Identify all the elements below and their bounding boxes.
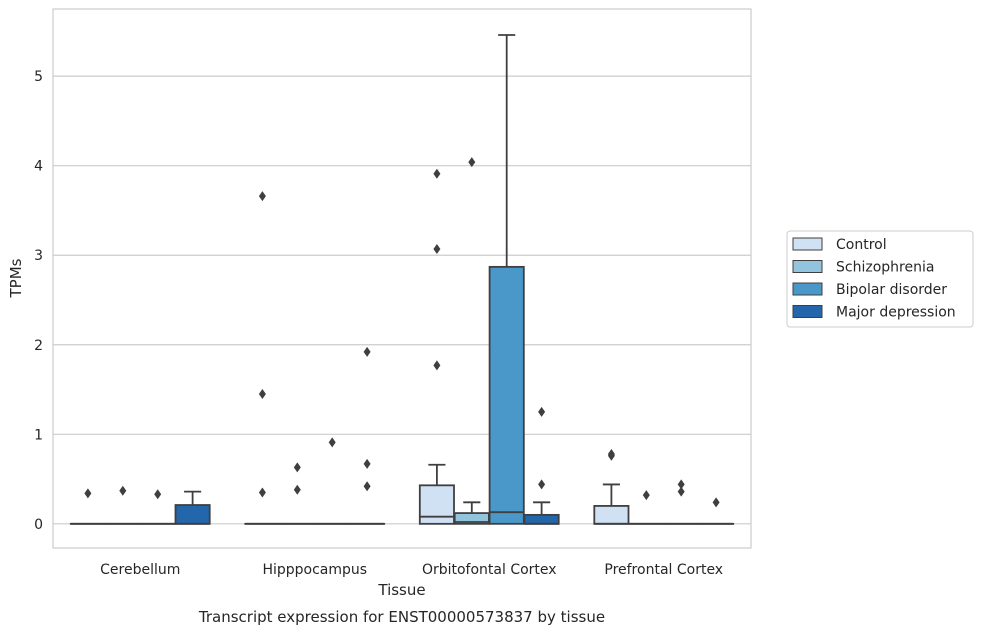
outlier-point — [538, 479, 546, 490]
y-tick-label: 1 — [34, 427, 43, 443]
box-control — [69, 488, 106, 525]
box-control — [593, 448, 630, 525]
outlier-point — [433, 243, 441, 254]
outlier-point — [293, 462, 301, 473]
y-tick-labels: 0 1 2 3 4 5 — [34, 69, 43, 533]
box-schizophrenia — [628, 490, 665, 525]
y-tick-label: 5 — [34, 69, 43, 85]
legend-swatch — [792, 305, 823, 318]
box-schizophrenia — [279, 462, 316, 525]
box-major-depression — [349, 346, 386, 525]
y-tick-label: 4 — [34, 159, 43, 175]
box-body — [593, 505, 630, 525]
box-bipolar-disorder — [139, 489, 176, 525]
box-body — [418, 484, 455, 525]
box-schizophrenia — [104, 485, 141, 525]
x-tick-label: Cerebellum — [100, 562, 180, 578]
box-major-depression — [523, 406, 560, 525]
plot-frame — [52, 8, 752, 549]
outlier-point — [607, 450, 615, 461]
legend-label: Bipolar disorder — [836, 282, 947, 298]
legend-frame — [786, 230, 974, 328]
box-series — [69, 34, 735, 525]
box-body — [488, 265, 525, 525]
outlier-point — [119, 485, 127, 496]
x-tick-labels: Cerebellum Hipppocampus Orbitofontal Corte… — [100, 562, 723, 578]
box-major-depression — [698, 497, 735, 525]
box-body — [523, 513, 560, 525]
box-control — [244, 191, 281, 525]
outlier-point — [538, 406, 546, 417]
outlier-point — [433, 360, 441, 371]
outlier-point — [363, 458, 371, 469]
outlier-point — [712, 497, 720, 508]
outlier-point — [468, 157, 476, 168]
outlier-point — [363, 481, 371, 492]
outlier-point — [642, 490, 650, 501]
y-tick-label: 3 — [34, 248, 43, 264]
box-bipolar-disorder — [488, 34, 525, 525]
outlier-point — [293, 484, 301, 495]
outlier-point — [677, 486, 685, 497]
outlier-point — [363, 346, 371, 357]
box-body — [174, 504, 211, 525]
outlier-point — [677, 479, 685, 490]
y-axis-label: TPMs — [7, 258, 25, 298]
legend-swatch — [792, 260, 823, 273]
legend-swatch — [792, 237, 823, 251]
outlier-point — [433, 168, 441, 179]
y-tick-label: 0 — [34, 517, 43, 533]
outlier-point — [258, 389, 266, 399]
legend: Control Schizophrenia Bipolar disorder Majo… — [786, 230, 974, 328]
outlier-point — [154, 489, 162, 500]
chart-title: Transcript expression for ENST0000057383… — [198, 608, 605, 626]
x-tick-label: Prefrontal Cortex — [604, 562, 723, 578]
legend-swatch — [792, 282, 823, 296]
x-axis-label: Tissue — [377, 581, 425, 599]
box-major-depression — [174, 490, 211, 525]
box-bipolar-disorder — [663, 479, 700, 525]
legend-label: Major depression — [836, 305, 956, 321]
y-tick-label: 2 — [34, 338, 43, 354]
legend-label: Control — [836, 237, 887, 253]
outlier-point — [84, 488, 92, 499]
box-bipolar-disorder — [314, 437, 351, 525]
x-tick-label: Orbitofontal Cortex — [422, 562, 557, 578]
outlier-point — [328, 437, 336, 448]
legend-label: Schizophrenia — [836, 260, 934, 276]
x-tick-label: Hipppocampus — [262, 562, 367, 578]
box-schizophrenia — [453, 157, 490, 525]
outlier-point — [258, 487, 266, 498]
y-gridlines — [53, 75, 751, 525]
box-control — [418, 168, 455, 525]
outlier-point — [258, 191, 266, 202]
